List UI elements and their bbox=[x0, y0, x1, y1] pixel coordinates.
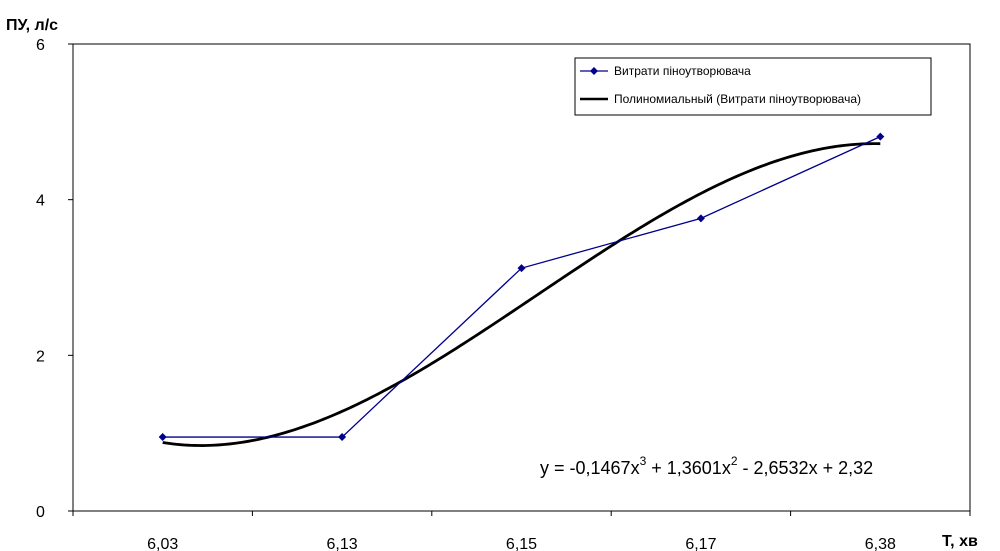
y-tick-label: 0 bbox=[36, 504, 45, 521]
x-axis: 6,03 6,13 6,15 6,17 6,38 bbox=[72, 511, 971, 551]
data-point bbox=[338, 433, 347, 442]
trendline-equation: y = -0,1467x3 + 1,3601x2 - 2,6532x + 2,3… bbox=[540, 454, 873, 478]
x-tick-label: 6,17 bbox=[685, 536, 716, 551]
equation-tail: - 2,6532x + 2,32 bbox=[738, 458, 874, 478]
equation-mid: + 1,3601x bbox=[646, 458, 731, 478]
data-point bbox=[696, 214, 705, 223]
trendline bbox=[162, 142, 881, 447]
y-tick-label: 6 bbox=[36, 37, 45, 54]
x-tick-label: 6,03 bbox=[147, 536, 178, 551]
plot-area bbox=[72, 43, 971, 512]
x-tick-label: 6,38 bbox=[865, 536, 896, 551]
data-point bbox=[876, 132, 885, 141]
legend-series-marker bbox=[590, 67, 598, 75]
x-axis-title: Т, хв bbox=[942, 533, 978, 550]
equation-sup-3: 3 bbox=[640, 454, 647, 468]
y-axis: 0 2 4 6 bbox=[36, 37, 73, 521]
y-tick-label: 2 bbox=[36, 348, 45, 365]
equation-main: y = -0,1467x bbox=[540, 458, 640, 478]
y-axis-title: ПУ, л/с bbox=[6, 17, 58, 34]
y-tick-label: 4 bbox=[36, 193, 45, 210]
legend-box bbox=[574, 57, 932, 116]
legend: Витрати піноутворювача Полиномиальный (В… bbox=[574, 57, 932, 116]
series-group bbox=[158, 132, 885, 442]
x-tick-label: 6,15 bbox=[506, 536, 537, 551]
equation-sup-2: 2 bbox=[731, 454, 738, 468]
x-tick-label: 6,13 bbox=[327, 536, 358, 551]
trendline-curve bbox=[162, 142, 881, 447]
legend-trend-label: Полиномиальный (Витрати піноутворювача) bbox=[614, 92, 861, 106]
data-point bbox=[158, 433, 167, 442]
data-point bbox=[517, 264, 526, 273]
legend-series-label: Витрати піноутворювача bbox=[614, 64, 751, 78]
